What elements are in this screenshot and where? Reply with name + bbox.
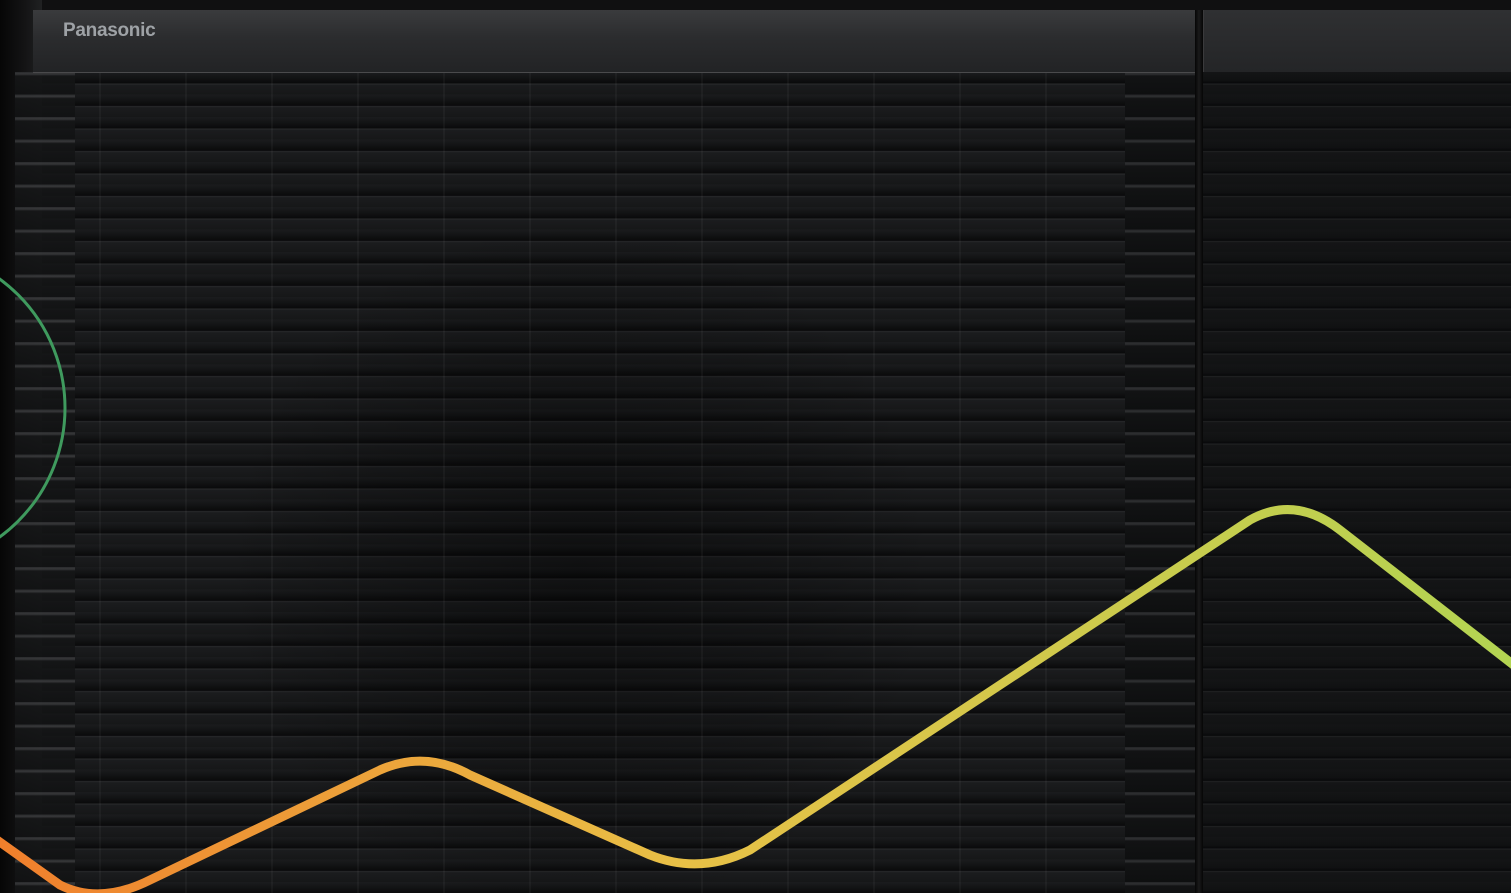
side-panel <box>1203 72 1511 893</box>
brand-logo: Panasonic <box>63 20 156 41</box>
fan-shadow <box>220 210 940 893</box>
decorative-circle <box>0 277 67 539</box>
grille-ribs <box>15 72 1195 893</box>
side-top-cover <box>1203 10 1511 72</box>
unit-top-cover <box>33 10 1195 73</box>
decorative-wave-line <box>0 505 1511 893</box>
top-strip <box>0 0 1511 10</box>
right-louvre-ends <box>1125 72 1195 893</box>
panel-divider <box>1195 10 1203 893</box>
fan-grille <box>15 72 1195 893</box>
